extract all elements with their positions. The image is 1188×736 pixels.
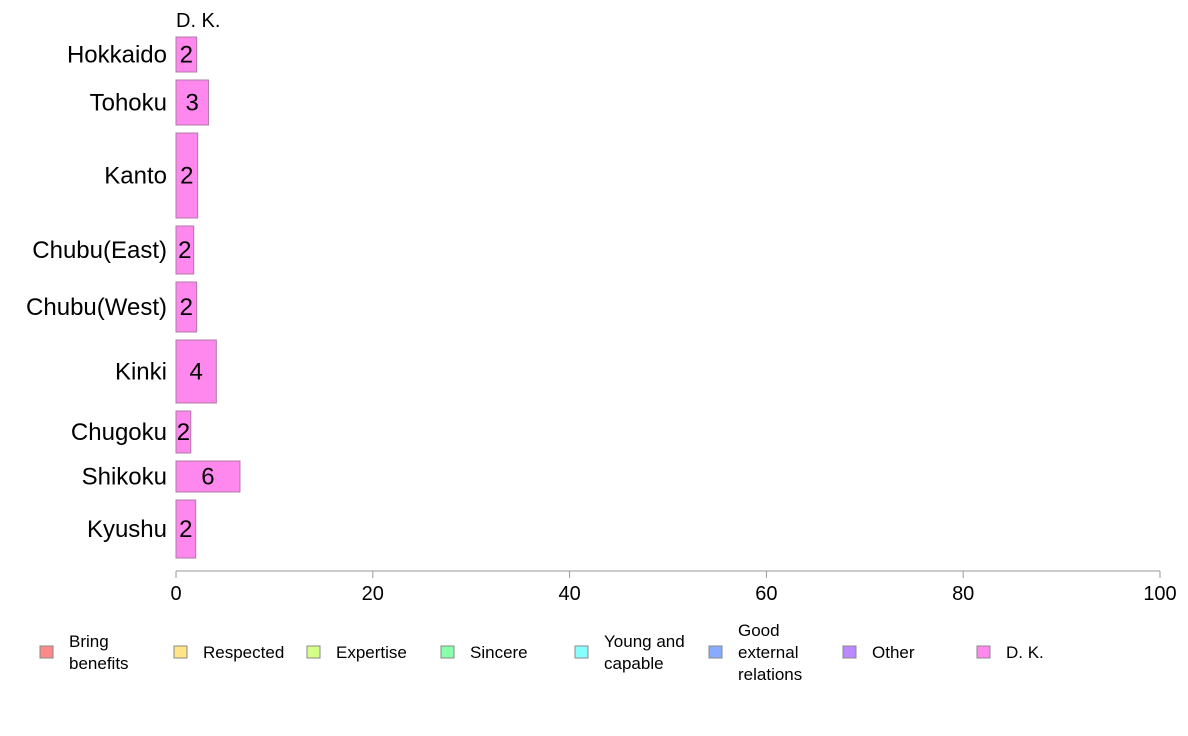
category-label: Kinki [115, 359, 167, 386]
data-label: 6 [201, 464, 214, 491]
x-tick-label: 40 [558, 583, 580, 605]
legend-swatch [39, 645, 54, 659]
data-label: 2 [177, 419, 190, 446]
legend-swatch [708, 645, 723, 659]
category-label: Chubu(East) [32, 237, 167, 264]
x-tick-label: 80 [952, 583, 974, 605]
legend-swatch [173, 645, 188, 659]
data-label: 2 [180, 294, 193, 321]
legend-swatch [574, 645, 589, 659]
legend-label: Other [872, 643, 915, 662]
legend-label: Good external relations [738, 621, 802, 684]
category-label: Shikoku [82, 464, 167, 491]
bar [175, 225, 195, 275]
category-label: Kyushu [87, 516, 167, 543]
category-label: Hokkaido [67, 42, 167, 69]
data-label: 2 [180, 163, 193, 190]
data-label: 2 [180, 42, 193, 69]
data-label: 4 [189, 359, 202, 386]
bar [175, 79, 209, 126]
legend: Bring benefits Respected Expertise Sincere Yo… [39, 621, 1044, 684]
x-tick-label: 60 [755, 583, 777, 605]
x-tick-label: 0 [170, 583, 181, 605]
legend-label: D. K. [1006, 643, 1044, 662]
category-labels: Hokkaido Tohoku Kanto Chubu(East) Chubu(West… [26, 42, 167, 544]
bar [175, 460, 241, 493]
category-label: Chubu(West) [26, 294, 167, 321]
legend-label: Bring benefits [69, 632, 129, 673]
bar [175, 36, 198, 73]
bar [175, 132, 199, 219]
data-label: 2 [178, 237, 191, 264]
legend-swatch [440, 645, 455, 659]
bar [175, 410, 192, 454]
x-tick-label: 20 [362, 583, 384, 605]
series-title: D. K. [176, 10, 220, 32]
category-label: Kanto [104, 163, 167, 190]
legend-label: Sincere [470, 643, 528, 662]
data-label: 3 [186, 90, 199, 117]
data-label: 2 [179, 516, 192, 543]
legend-swatch [976, 645, 991, 659]
legend-label: Expertise [336, 643, 407, 662]
bar [175, 281, 198, 333]
legend-label: Respected [203, 643, 284, 662]
bar [175, 499, 197, 559]
legend-swatch [842, 645, 857, 659]
bar [175, 339, 217, 404]
x-tick-label: 100 [1143, 583, 1176, 605]
category-label: Tohoku [90, 90, 167, 117]
x-axis: 0 20 40 60 80 100 [170, 570, 1177, 605]
category-label: Chugoku [71, 419, 167, 446]
legend-label: Young and capable [604, 632, 685, 673]
legend-swatch [306, 645, 321, 659]
